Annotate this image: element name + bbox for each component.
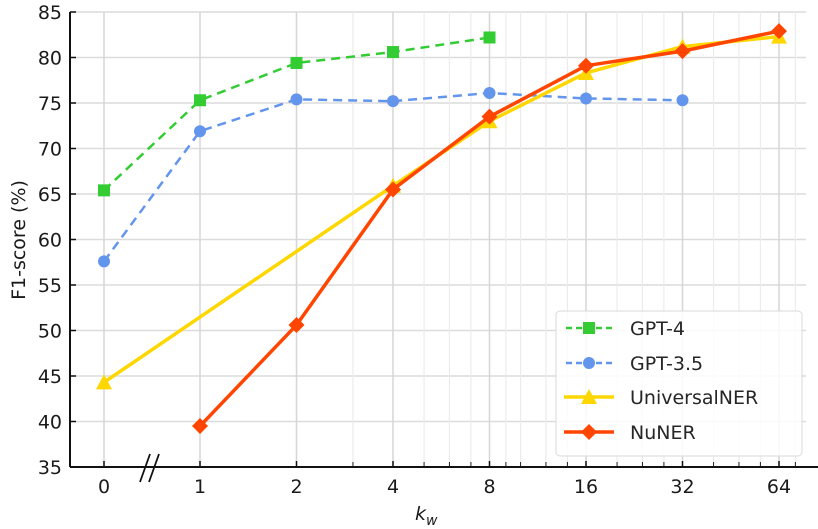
- y-tick-label: 55: [38, 275, 62, 297]
- circle-marker-icon: [290, 93, 303, 106]
- legend-label-nuner: NuNER: [630, 422, 696, 444]
- x-tick-label: 32: [670, 476, 694, 498]
- square-marker-icon: [387, 46, 399, 59]
- y-tick-label: 40: [38, 412, 62, 434]
- x-tick-label: 2: [290, 476, 302, 498]
- x-tick-label: 16: [574, 476, 598, 498]
- triangle-marker-icon: [96, 374, 112, 390]
- diamond-marker-icon: [771, 23, 787, 40]
- diamond-marker-icon: [674, 43, 691, 60]
- y-tick-label: 65: [38, 184, 62, 206]
- grid-lines: [70, 11, 806, 468]
- square-marker-icon: [194, 94, 206, 107]
- y-tick-label: 80: [38, 48, 62, 70]
- diamond-marker-icon: [581, 424, 597, 440]
- series-layer: [96, 23, 787, 435]
- square-marker-icon: [583, 322, 595, 334]
- x-tick-label: 0: [98, 476, 110, 498]
- x-axis-label: kw: [415, 503, 438, 529]
- circle-marker-icon: [194, 125, 206, 138]
- axis-break-mark: [148, 453, 160, 483]
- y-tick-label: 35: [38, 457, 62, 479]
- x-tick-label: 8: [483, 476, 495, 498]
- legend: GPT-4 GPT-3.5 UniversalNER NuNER: [555, 310, 803, 457]
- series-line: [103, 36, 490, 192]
- y-axis-label: F1-score (%): [8, 180, 30, 300]
- diamond-marker-icon: [288, 317, 305, 334]
- y-tick-label: 50: [38, 321, 62, 343]
- legend-box: [555, 310, 803, 457]
- legend-item-universalner: UniversalNER: [564, 387, 758, 409]
- x-tick-label: 4: [387, 476, 399, 498]
- y-tick-label: 45: [38, 366, 62, 388]
- circle-marker-icon: [583, 357, 595, 369]
- diamond-marker-icon: [481, 108, 498, 125]
- axis-break-mark: [139, 453, 151, 483]
- triangle-marker-icon: [581, 389, 597, 404]
- legend-label-gpt35: GPT-3.5: [630, 353, 703, 375]
- square-marker-icon: [98, 184, 110, 197]
- circle-marker-icon: [580, 92, 592, 105]
- circle-marker-icon: [483, 86, 496, 99]
- legend-item-gpt35: GPT-3.5: [566, 353, 703, 375]
- series-gpt35: [98, 86, 689, 268]
- square-marker-icon: [483, 31, 496, 44]
- y-tick-label: 60: [38, 230, 62, 252]
- axes: 35 40 45 50 55 60 65 70 75 80 85 0 1 2 4 8 16 32 64: [38, 2, 818, 498]
- series-line: [103, 34, 780, 384]
- x-tick-label: 1: [194, 476, 206, 498]
- circle-marker-icon: [387, 95, 399, 108]
- legend-label-universalner: UniversalNER: [630, 387, 758, 409]
- y-tick-label: 85: [38, 2, 62, 24]
- y-tick-label: 75: [38, 93, 62, 115]
- series-gpt4: [98, 31, 496, 197]
- diamond-marker-icon: [192, 418, 208, 435]
- legend-item-nuner: NuNER: [564, 422, 696, 444]
- series-nuner: [192, 23, 787, 435]
- square-marker-icon: [290, 56, 303, 69]
- diamond-marker-icon: [385, 181, 401, 198]
- circle-marker-icon: [676, 94, 689, 107]
- legend-label-gpt4: GPT-4: [630, 318, 685, 340]
- diamond-marker-icon: [578, 57, 594, 74]
- circle-marker-icon: [98, 255, 110, 268]
- legend-item-gpt4: GPT-4: [566, 318, 685, 340]
- y-tick-label: 70: [38, 139, 62, 161]
- x-tick-label: 64: [767, 476, 791, 498]
